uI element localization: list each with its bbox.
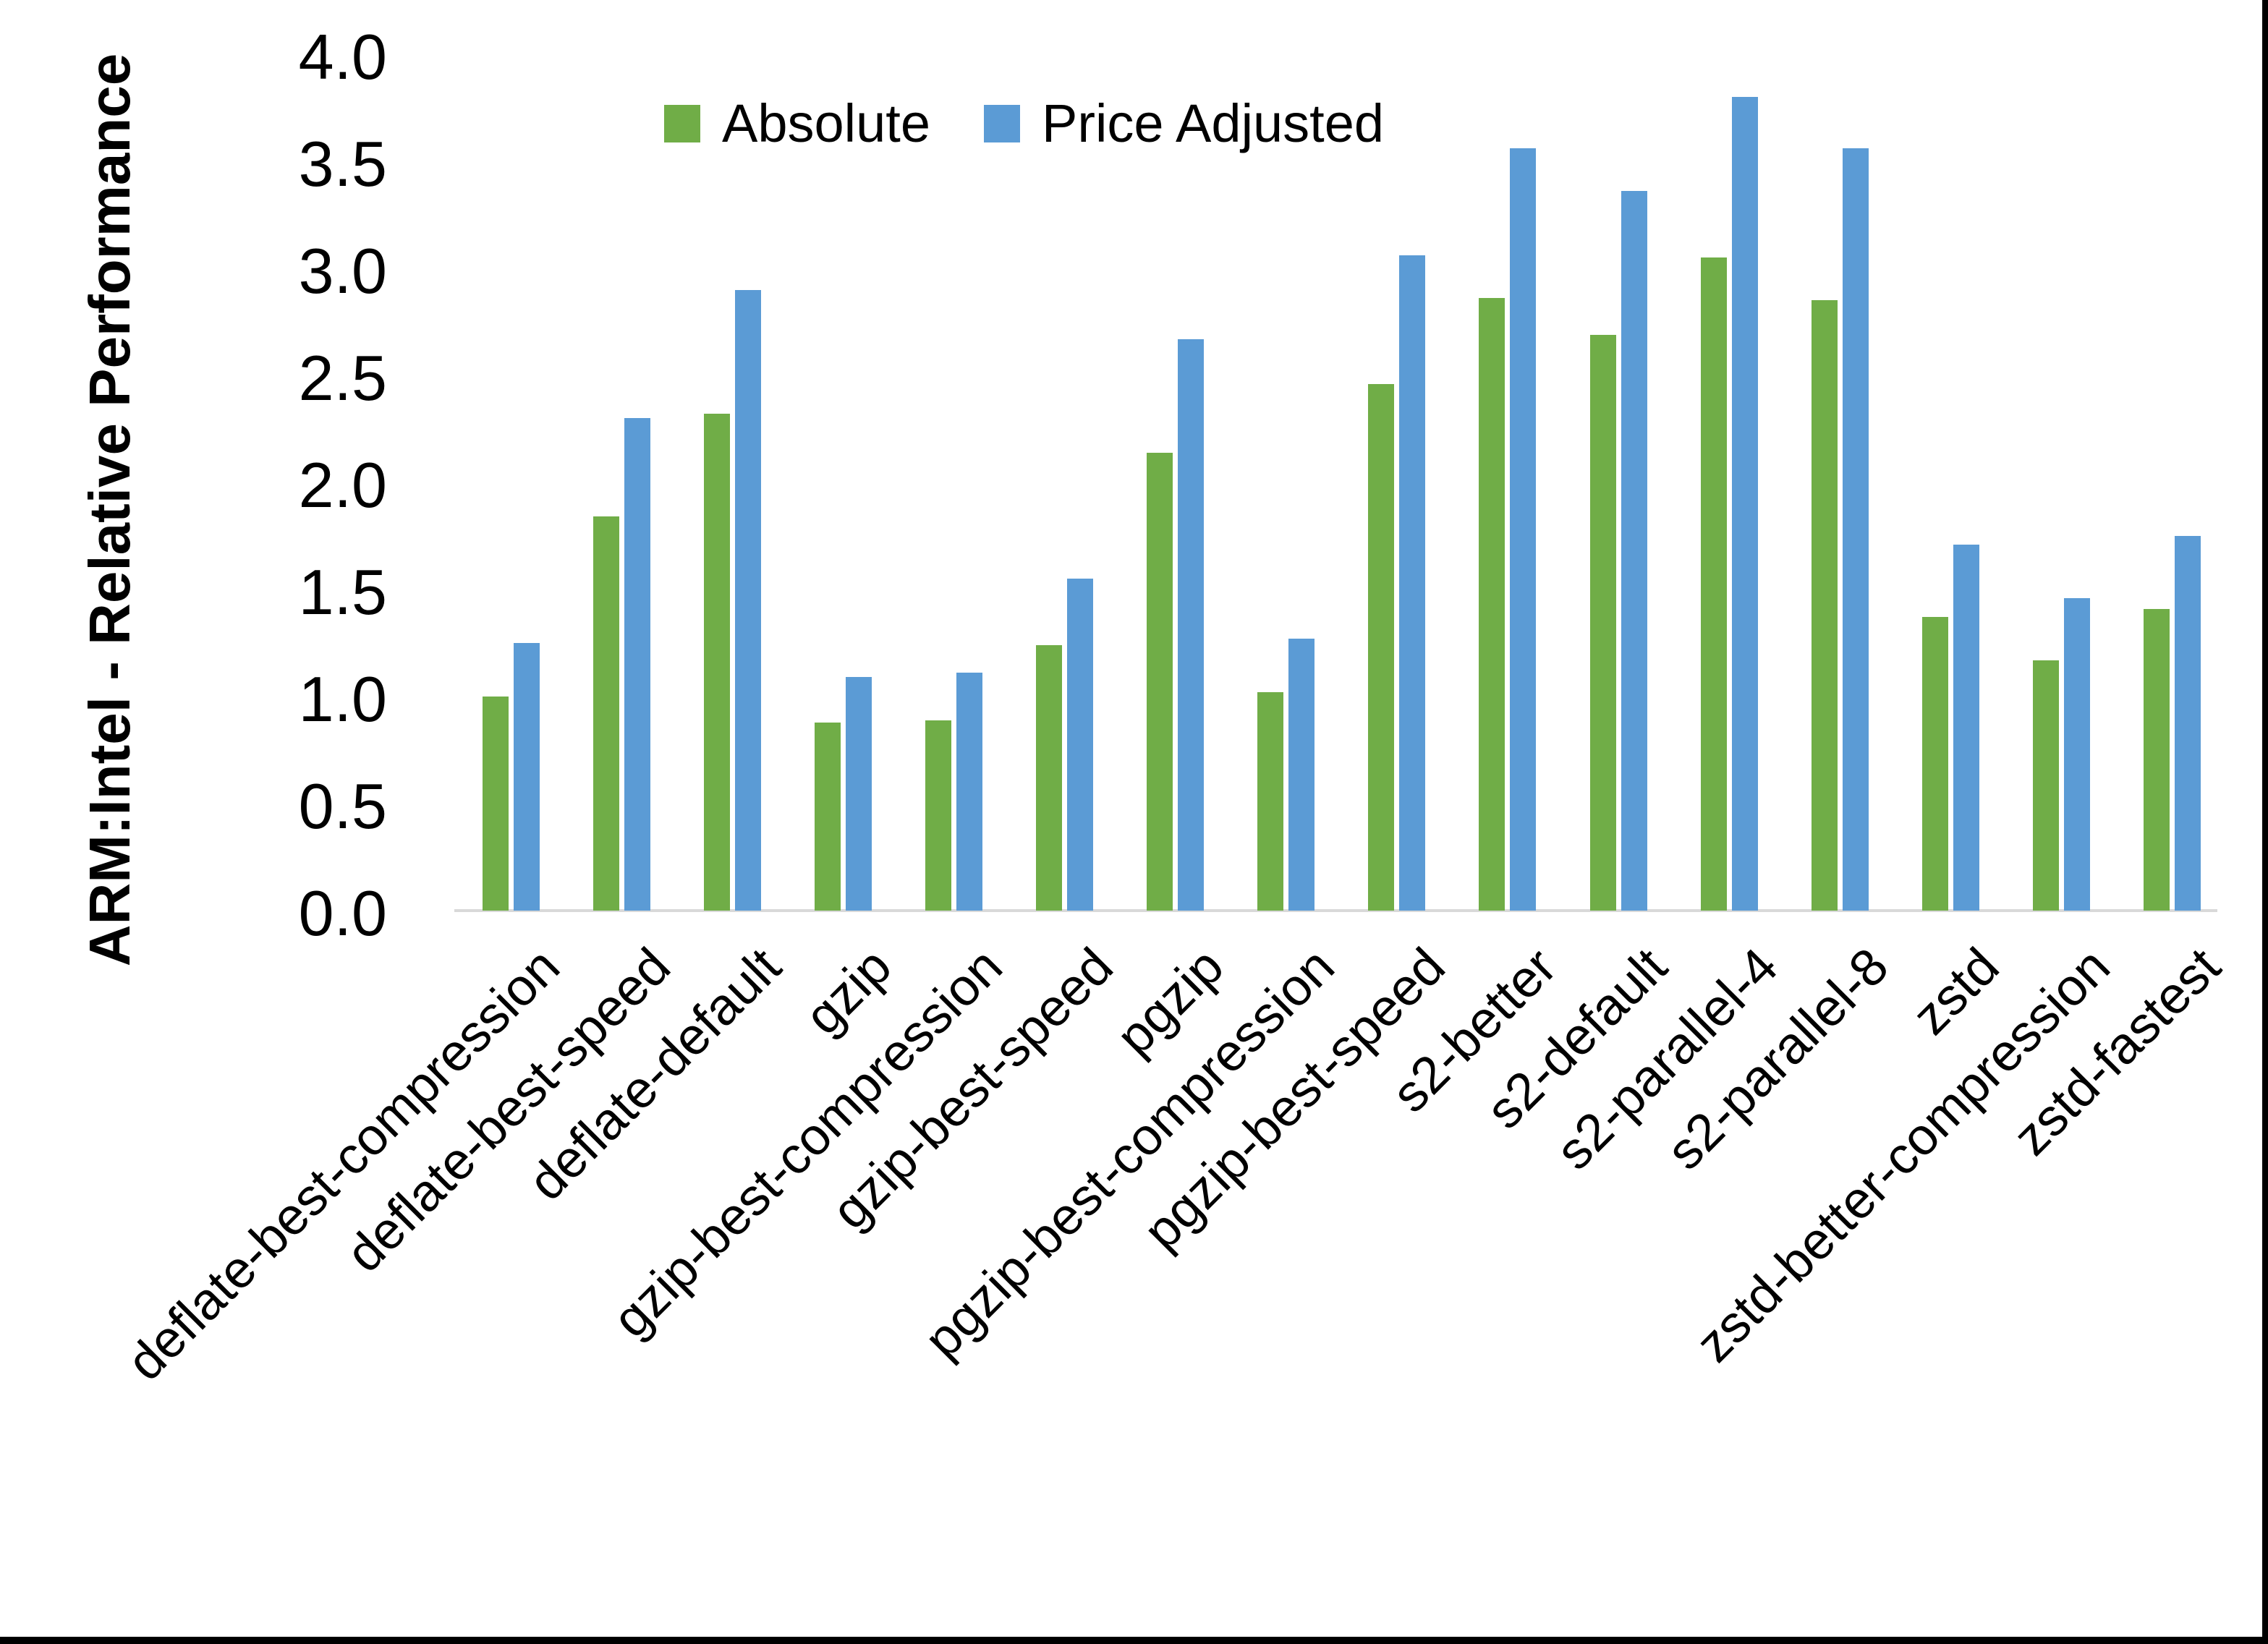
window-border-right: [2262, 0, 2268, 1644]
legend: Absolute Price Adjusted: [664, 93, 1384, 154]
y-tick-1.0: 1.0: [298, 663, 387, 735]
x-label-deflate-best-compression: deflate-best-compression: [116, 937, 571, 1392]
y-tick-4.0: 4.0: [298, 21, 387, 93]
bar-price-adjusted-deflate-best-speed: [624, 418, 650, 911]
bar-absolute-deflate-best-compression: [482, 697, 509, 911]
legend-swatch-absolute: [664, 104, 700, 142]
bar-absolute-deflate-best-speed: [593, 516, 619, 911]
y-tick-2.0: 2.0: [298, 449, 387, 521]
bar-absolute-zstd-fastest: [2144, 608, 2170, 911]
bar-price-adjusted-s2-parallel-4: [1731, 97, 1758, 911]
bar-price-adjusted-gzip-best-compression: [956, 673, 982, 911]
bar-absolute-deflate-default: [703, 414, 730, 911]
bar-price-adjusted-zstd-better-compression: [2063, 597, 2090, 911]
y-tick-0.5: 0.5: [298, 770, 387, 842]
bar-price-adjusted-s2-default: [1621, 191, 1647, 911]
bar-absolute-gzip: [814, 722, 841, 911]
y-tick-3.0: 3.0: [298, 235, 387, 307]
bar-absolute-pgzip-best-speed: [1368, 383, 1395, 911]
legend-label-price-adjusted: Price Adjusted: [1041, 93, 1385, 153]
bar-absolute-pgzip: [1147, 452, 1173, 911]
bar-absolute-gzip-best-speed: [1036, 644, 1062, 911]
bar-absolute-pgzip-best-compression: [1257, 692, 1284, 911]
bar-absolute-zstd: [1921, 617, 1948, 911]
legend-item-price-adjusted: Price Adjusted: [983, 93, 1385, 154]
bar-absolute-zstd-better-compression: [2032, 660, 2059, 911]
bar-price-adjusted-pgzip-best-speed: [1399, 255, 1426, 911]
bar-absolute-gzip-best-compression: [925, 720, 951, 911]
bar-price-adjusted-zstd-fastest: [2175, 536, 2201, 911]
bar-price-adjusted-gzip-best-speed: [1067, 579, 1093, 911]
bar-price-adjusted-pgzip: [1178, 338, 1205, 911]
bar-price-adjusted-s2-parallel-8: [1842, 148, 1869, 911]
bar-price-adjusted-s2-better: [1510, 148, 1537, 911]
y-tick-1.5: 1.5: [298, 556, 387, 628]
legend-swatch-price-adjusted: [983, 104, 1020, 142]
bar-price-adjusted-deflate-best-compression: [513, 643, 540, 911]
y-tick-3.5: 3.5: [298, 128, 387, 200]
bar-price-adjusted-gzip: [845, 677, 872, 911]
bar-price-adjusted-zstd: [1953, 544, 1979, 911]
bar-absolute-s2-better: [1479, 298, 1505, 911]
bar-price-adjusted-deflate-default: [734, 289, 761, 911]
bar-absolute-s2-default: [1589, 334, 1616, 911]
y-tick-2.5: 2.5: [298, 342, 387, 414]
window-border-bottom: [0, 1637, 2268, 1644]
bar-absolute-s2-parallel-4: [1700, 257, 1727, 911]
y-tick-0.0: 0.0: [298, 877, 387, 949]
y-axis-title: ARM:Intel - Relative Performance: [77, 53, 142, 967]
legend-item-absolute: Absolute: [664, 93, 930, 154]
bar-price-adjusted-pgzip-best-compression: [1288, 639, 1315, 911]
legend-label-absolute: Absolute: [722, 93, 930, 153]
x-axis-line: [454, 909, 2217, 912]
bar-absolute-s2-parallel-8: [1811, 300, 1838, 911]
